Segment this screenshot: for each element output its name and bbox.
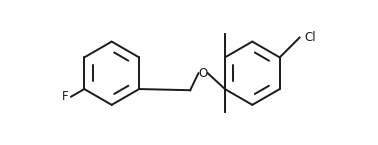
Text: Cl: Cl: [304, 31, 316, 44]
Text: F: F: [62, 90, 69, 103]
Text: O: O: [198, 67, 208, 80]
